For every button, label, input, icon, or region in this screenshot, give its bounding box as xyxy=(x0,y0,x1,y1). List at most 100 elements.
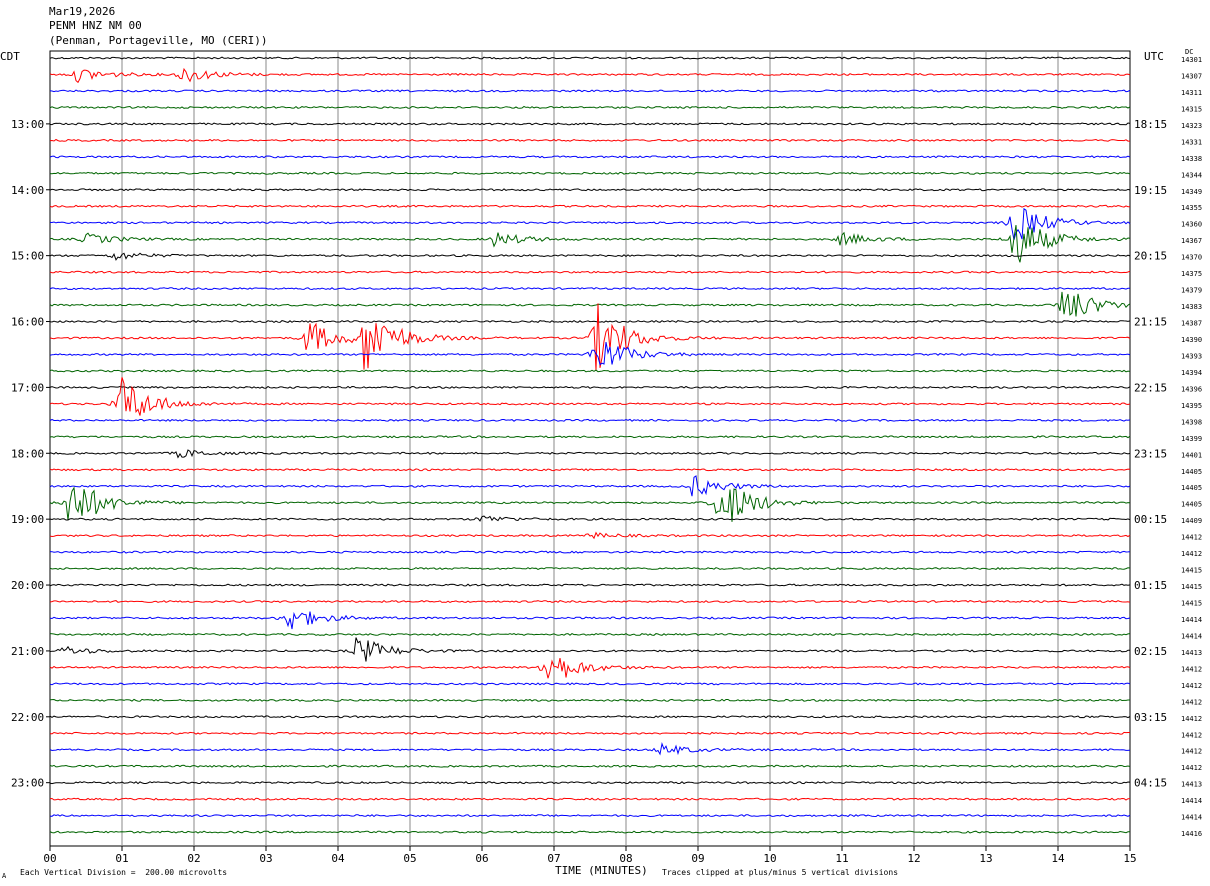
dc-offset-label: 14390 xyxy=(1181,336,1202,344)
dc-offset-label: 14414 xyxy=(1181,797,1202,805)
dc-offset-label: 14387 xyxy=(1181,320,1202,328)
dc-offset-label: 14412 xyxy=(1181,764,1202,772)
dc-offset-label: 14414 xyxy=(1181,814,1202,822)
dc-offset-label: 14315 xyxy=(1181,105,1202,113)
seismogram-trace xyxy=(49,155,1131,159)
seismogram-trace xyxy=(49,682,1131,686)
dc-offset-label: 14395 xyxy=(1181,402,1202,410)
seismogram-trace xyxy=(49,138,1130,142)
left-hour-label: 21:00 xyxy=(11,645,44,658)
seismogram-trace xyxy=(49,319,1131,324)
seismogram-trace xyxy=(49,637,1131,662)
x-tick-label: 12 xyxy=(907,852,920,865)
seismogram-trace xyxy=(49,797,1131,801)
dc-offset-label: 14331 xyxy=(1181,138,1202,146)
dc-offset-label: 14370 xyxy=(1181,254,1202,262)
seismogram-trace xyxy=(49,632,1131,636)
right-hour-label: 00:15 xyxy=(1134,513,1167,526)
left-hour-label: 23:00 xyxy=(11,777,44,790)
right-hour-label: 02:15 xyxy=(1134,645,1167,658)
dc-offset-label: 14414 xyxy=(1181,616,1202,624)
x-tick-label: 04 xyxy=(331,852,345,865)
footer-mark: A xyxy=(2,872,7,880)
header-location: (Penman, Portageville, MO (CERI)) xyxy=(49,34,268,47)
dc-offset-label: 14307 xyxy=(1181,72,1202,80)
dc-offset-label: 14413 xyxy=(1181,781,1202,789)
seismogram-trace xyxy=(49,515,1131,522)
seismogram-trace xyxy=(49,449,1131,459)
seismogram-trace xyxy=(49,56,1131,60)
seismogram-trace xyxy=(49,252,1131,261)
seismogram-trace xyxy=(49,204,1130,208)
dc-offset-label: 14360 xyxy=(1181,221,1202,229)
seismogram-trace xyxy=(49,270,1131,274)
seismogram-trace xyxy=(49,89,1131,93)
x-tick-label: 14 xyxy=(1051,852,1065,865)
dc-offset-label: 14379 xyxy=(1181,287,1202,295)
x-tick-label: 03 xyxy=(259,852,272,865)
left-hour-label: 15:00 xyxy=(11,250,44,263)
x-tick-label: 06 xyxy=(475,852,488,865)
right-hour-label: 18:15 xyxy=(1134,118,1167,131)
left-hour-label: 18:00 xyxy=(11,447,44,460)
seismogram-trace xyxy=(49,531,1131,540)
dc-offset-label: 14355 xyxy=(1181,204,1202,212)
dc-offset-label: 14311 xyxy=(1181,89,1202,97)
dc-offset-label: 14405 xyxy=(1181,468,1202,476)
dc-offset-label: 14394 xyxy=(1181,369,1202,377)
dc-offset-label: 14338 xyxy=(1181,155,1202,163)
right-hour-label: 20:15 xyxy=(1134,250,1167,263)
left-hour-label: 14:00 xyxy=(11,184,44,197)
seismogram-trace xyxy=(49,550,1131,554)
seismogram-trace xyxy=(49,435,1131,439)
left-hour-label: 16:00 xyxy=(11,316,44,329)
x-tick-label: 13 xyxy=(979,852,992,865)
seismogram-trace xyxy=(49,418,1131,422)
x-tick-label: 08 xyxy=(619,852,632,865)
dc-offset-label: 14323 xyxy=(1181,122,1202,130)
left-hour-label: 13:00 xyxy=(11,118,44,131)
dc-offset-label: 14413 xyxy=(1181,649,1202,657)
left-timezone-label: CDT xyxy=(0,50,20,63)
seismogram-trace xyxy=(49,698,1130,702)
dc-offset-label: 14367 xyxy=(1181,237,1202,245)
left-hour-label: 20:00 xyxy=(11,579,44,592)
seismogram-trace xyxy=(49,287,1130,291)
seismogram-trace xyxy=(49,225,1131,263)
seismogram-trace xyxy=(49,105,1131,109)
seismogram-trace xyxy=(49,122,1131,126)
seismogram-trace xyxy=(49,303,1131,371)
dc-offset-label: 14409 xyxy=(1181,517,1202,525)
seismogram-trace xyxy=(49,583,1131,587)
dc-offset-label: 14401 xyxy=(1181,451,1202,459)
seismogram-trace xyxy=(49,207,1131,241)
x-tick-label: 05 xyxy=(403,852,416,865)
x-tick-label: 11 xyxy=(835,852,848,865)
seismogram-trace xyxy=(49,342,1131,366)
seismogram-trace xyxy=(49,741,1131,756)
seismogram-trace xyxy=(49,830,1130,834)
seismogram-trace xyxy=(49,764,1131,768)
dc-offset-label: 14399 xyxy=(1181,435,1202,443)
x-tick-label: 00 xyxy=(43,852,56,865)
seismogram-trace xyxy=(49,468,1131,472)
seismogram-trace xyxy=(49,567,1131,571)
dc-offset-label: 14349 xyxy=(1181,188,1202,196)
seismogram-trace xyxy=(49,385,1131,389)
dc-offset-label: 14393 xyxy=(1181,352,1202,360)
seismogram-trace xyxy=(49,486,1131,522)
dc-offset-label: 14383 xyxy=(1181,303,1202,311)
seismogram-trace xyxy=(49,369,1131,373)
dc-offset-label: 14414 xyxy=(1181,632,1202,640)
right-hour-label: 23:15 xyxy=(1134,447,1167,460)
dc-offset-label: 14344 xyxy=(1181,171,1202,179)
dc-offset-label: 14412 xyxy=(1181,534,1202,542)
seismogram-trace xyxy=(49,611,1131,630)
dc-offset-label: 14405 xyxy=(1181,501,1202,509)
dc-offset-label: 14415 xyxy=(1181,567,1202,575)
left-hour-label: 17:00 xyxy=(11,381,44,394)
dc-offset-label: 14412 xyxy=(1181,682,1202,690)
right-hour-label: 04:15 xyxy=(1134,777,1167,790)
seismogram-trace xyxy=(49,67,1131,84)
